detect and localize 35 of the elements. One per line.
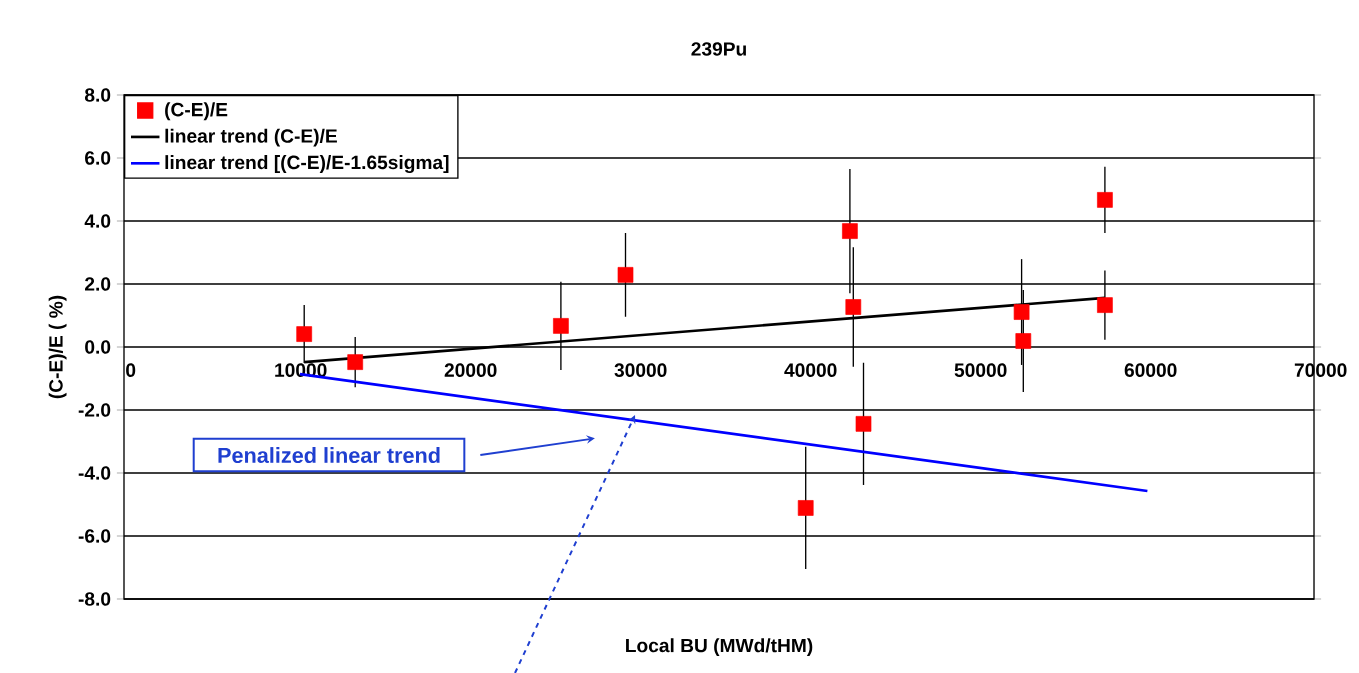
point xyxy=(617,267,634,283)
x-tick-label: 0 xyxy=(126,363,136,377)
x-tick-label: 30000 xyxy=(614,363,667,377)
x-tick-label: 10000 xyxy=(275,363,327,377)
y-tick-label: 2.0 xyxy=(85,277,111,291)
x-tick-label: 50000 xyxy=(954,363,1007,377)
point xyxy=(1097,192,1113,208)
point xyxy=(845,299,862,315)
chart-title: 239Pu xyxy=(691,42,746,56)
x-axis-title: Local BU (MWd/tHM) xyxy=(626,638,813,657)
point xyxy=(1097,297,1113,313)
point xyxy=(1013,304,1030,320)
y-axis-title: (C-E)/E ( %) xyxy=(48,295,67,399)
y-tick-label: 6.0 xyxy=(85,151,111,165)
annotation: Penalized linear trend xyxy=(218,447,440,463)
point xyxy=(1015,333,1032,349)
x-tick-label: 20000 xyxy=(444,363,497,377)
legend-label: linear trend [(C-E)/E-1.65sigma] xyxy=(165,155,449,174)
y-tick-label: -6.0 xyxy=(78,529,111,543)
y-tick-label: -4.0 xyxy=(78,466,111,480)
y-tick-label: -8.0 xyxy=(78,592,111,606)
point xyxy=(842,223,858,239)
point xyxy=(296,326,313,342)
y-tick-label: 0.0 xyxy=(85,340,111,354)
y-tick-label: 8.0 xyxy=(84,88,111,102)
point xyxy=(553,318,569,334)
point xyxy=(347,354,364,370)
x-tick-label: 60000 xyxy=(1124,363,1177,377)
y-tick-label: -2.0 xyxy=(78,403,111,417)
legend-label: linear trend (C-E)/E xyxy=(165,128,337,147)
legend-label: (C-E)/E xyxy=(165,102,228,121)
x-tick-label: 40000 xyxy=(784,363,837,377)
point xyxy=(855,416,872,432)
y-tick-label: 4.0 xyxy=(84,214,111,228)
point xyxy=(797,500,814,516)
